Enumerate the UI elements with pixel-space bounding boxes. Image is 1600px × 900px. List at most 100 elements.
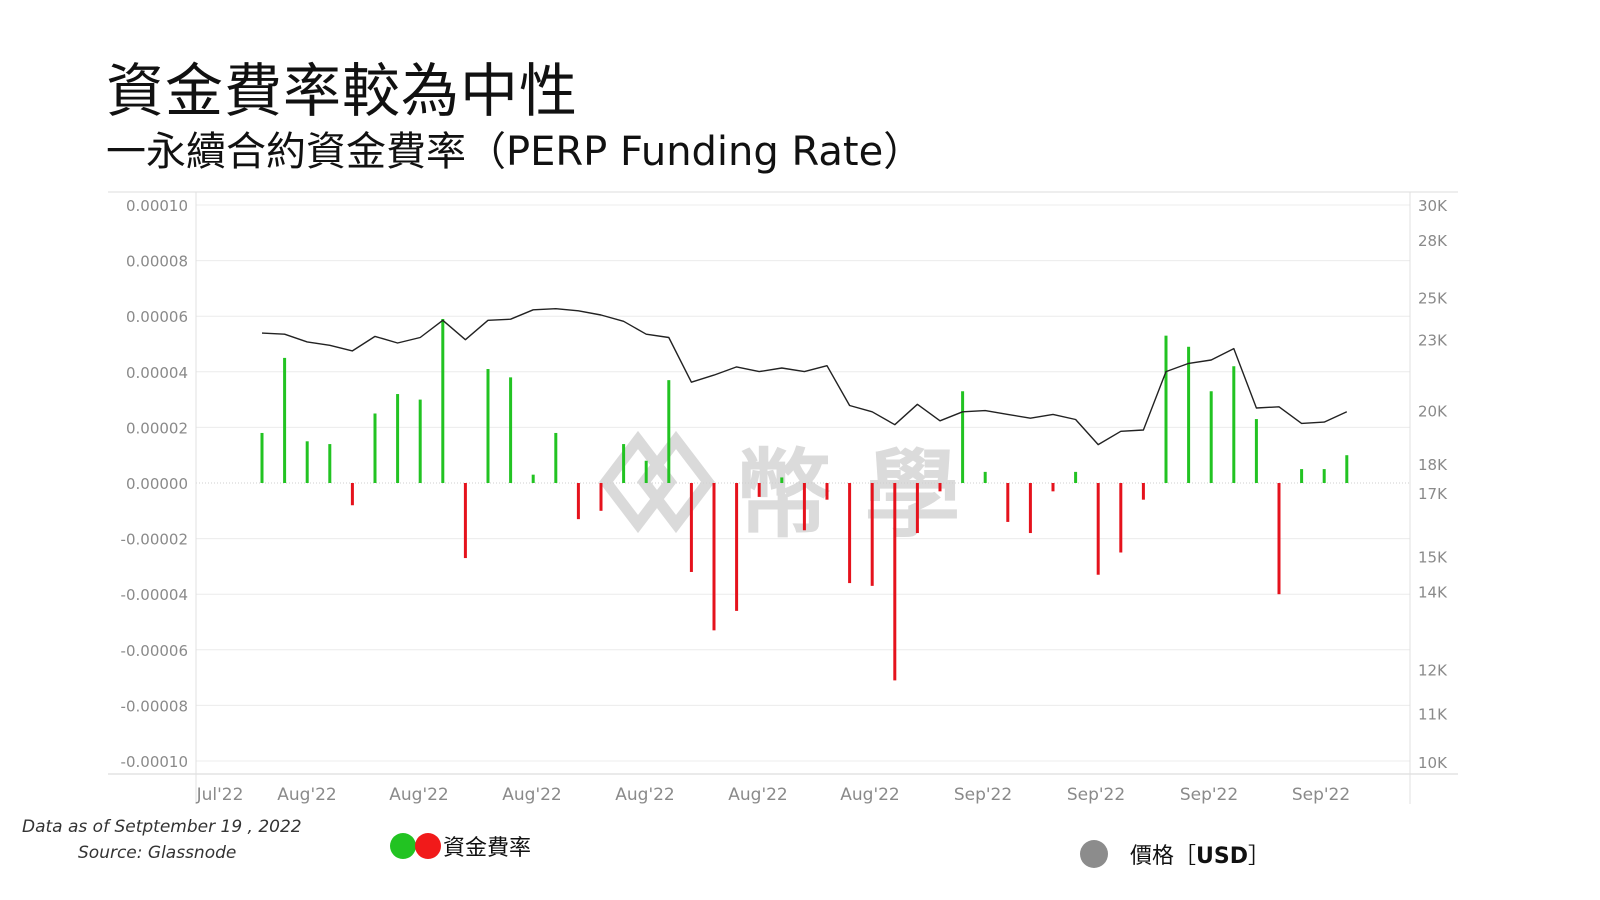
source-note: Source: Glassnode xyxy=(78,843,237,863)
funding-bar xyxy=(870,483,874,586)
plot-frame xyxy=(108,191,1458,804)
left-tick-label: 0.00004 xyxy=(126,364,188,382)
watermark: 幣 學 xyxy=(599,430,960,551)
funding-bar xyxy=(1119,483,1123,553)
funding-bar xyxy=(531,474,535,483)
right-tick-label: 20K xyxy=(1418,403,1448,421)
funding-bar xyxy=(780,477,784,483)
left-tick-label: -0.00008 xyxy=(121,697,188,715)
funding-bar xyxy=(554,432,558,483)
funding-bar xyxy=(396,394,400,483)
funding-bar xyxy=(260,432,264,483)
price-series xyxy=(261,308,1348,446)
chart-subtitle: 一永續合約資金費率（PERP Funding Rate） xyxy=(106,129,924,175)
legend-price-label: 價格［USD］ xyxy=(1130,844,1271,869)
funding-bar xyxy=(328,444,332,483)
funding-bar xyxy=(509,377,513,483)
funding-bar xyxy=(1345,455,1349,483)
right-tick-label: 23K xyxy=(1418,332,1448,350)
x-tick-label: Sep'22 xyxy=(954,785,1012,805)
funding-bar xyxy=(848,483,852,584)
right-tick-label: 25K xyxy=(1418,289,1448,307)
right-tick-label: 10K xyxy=(1418,754,1448,772)
funding-bar xyxy=(1322,469,1326,483)
legend-funding-rate: 資金費率 xyxy=(390,830,531,862)
funding-bar xyxy=(1028,483,1032,534)
funding-bar xyxy=(1164,335,1168,483)
funding-bar xyxy=(1141,483,1145,500)
left-tick-label: -0.00010 xyxy=(121,753,188,771)
legend-price: 價格［USD］ xyxy=(1080,838,1270,870)
legend-positive-dot-icon xyxy=(390,833,416,859)
funding-bar xyxy=(373,413,377,483)
funding-bar xyxy=(1006,483,1010,522)
right-tick-label: 30K xyxy=(1418,197,1448,215)
x-axis-ticks: Jul'22 Aug'22 Aug'22 Aug'22 Aug'22 Aug'22 Aug'… xyxy=(196,785,1351,805)
funding-bar xyxy=(418,399,422,483)
funding-bar xyxy=(283,357,287,483)
funding-bar xyxy=(938,483,942,492)
x-tick-label: Sep'22 xyxy=(1292,785,1350,805)
funding-bar xyxy=(1074,471,1078,483)
funding-bar xyxy=(667,380,671,483)
legend-price-dot-icon xyxy=(1080,840,1108,868)
right-tick-label: 17K xyxy=(1418,485,1448,503)
funding-bar xyxy=(441,318,445,483)
left-tick-label: -0.00004 xyxy=(121,586,188,604)
right-tick-label: 11K xyxy=(1418,706,1448,724)
funding-bar xyxy=(802,483,806,531)
left-tick-label: 0.00010 xyxy=(126,197,188,215)
chart-title: 資金費率較為中性 xyxy=(106,57,579,125)
funding-bar xyxy=(1254,419,1258,483)
funding-bar xyxy=(1209,391,1213,483)
left-tick-label: 0.00000 xyxy=(126,475,188,493)
x-tick-label: Aug'22 xyxy=(502,785,562,805)
x-tick-label: Sep'22 xyxy=(1067,785,1125,805)
funding-bar xyxy=(915,483,919,534)
x-tick-label: Aug'22 xyxy=(840,785,900,805)
right-axis-ticks: 30K 28K 25K 23K 20K 18K 17K 15K 14K 12K 11K 10K xyxy=(1418,197,1448,772)
x-tick-label: Jul'22 xyxy=(196,785,244,805)
funding-bar xyxy=(305,441,309,483)
data-as-of-note: Data as of Setptember 19 , 2022 xyxy=(22,817,302,837)
funding-bar xyxy=(644,460,648,483)
left-axis-ticks: 0.00010 0.00008 0.00006 0.00004 0.00002 0.000… xyxy=(121,197,188,771)
funding-bar xyxy=(1096,483,1100,575)
x-tick-label: Aug'22 xyxy=(615,785,675,805)
left-tick-label: 0.00002 xyxy=(126,419,188,437)
funding-bar xyxy=(622,444,626,483)
left-tick-label: 0.00008 xyxy=(126,253,188,271)
funding-bar xyxy=(1232,366,1236,483)
funding-bar xyxy=(893,483,897,681)
right-tick-label: 18K xyxy=(1418,456,1448,474)
funding-bar xyxy=(757,483,761,497)
funding-bar xyxy=(1300,469,1304,483)
funding-bar xyxy=(825,483,829,500)
x-tick-label: Aug'22 xyxy=(389,785,449,805)
funding-bar xyxy=(576,483,580,520)
right-tick-label: 12K xyxy=(1418,662,1448,680)
funding-bar xyxy=(463,483,467,559)
funding-bar xyxy=(712,483,716,631)
funding-bar xyxy=(350,483,354,506)
funding-bar xyxy=(961,391,965,483)
legend-negative-dot-icon xyxy=(415,833,441,859)
funding-bar xyxy=(983,471,987,483)
left-tick-label: 0.00006 xyxy=(126,308,188,326)
funding-bar xyxy=(689,483,693,572)
funding-bar xyxy=(599,483,603,511)
watermark-text: 幣 學 xyxy=(735,439,960,551)
funding-bar xyxy=(735,483,739,611)
left-tick-label: -0.00002 xyxy=(121,531,188,549)
right-tick-label: 15K xyxy=(1418,548,1448,566)
right-tick-label: 28K xyxy=(1418,232,1448,250)
x-tick-label: Aug'22 xyxy=(277,785,337,805)
x-tick-label: Sep'22 xyxy=(1180,785,1238,805)
funding-bar xyxy=(1187,346,1191,483)
left-tick-label: -0.00006 xyxy=(121,642,188,660)
funding-bar xyxy=(1277,483,1281,595)
legend-funding-label: 資金費率 xyxy=(443,836,532,861)
funding-bar xyxy=(1051,483,1055,492)
price-line xyxy=(261,308,1348,446)
